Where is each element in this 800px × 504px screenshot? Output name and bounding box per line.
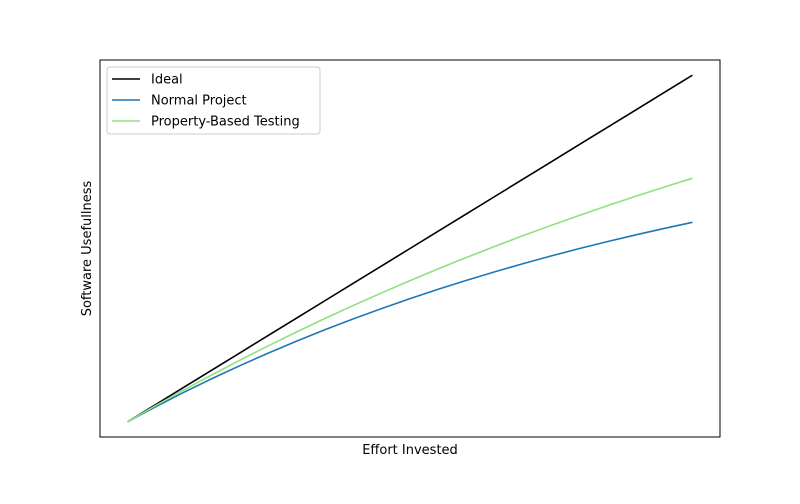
series-line-2 xyxy=(127,177,693,423)
y-axis-label: Software Usefullness xyxy=(80,181,95,317)
series-line-1 xyxy=(127,221,693,423)
legend: Ideal Normal Project Property-Based Testin… xyxy=(106,66,321,135)
plot-frame xyxy=(99,59,721,438)
x-axis-label: Effort Invested xyxy=(362,443,458,458)
plot-lines xyxy=(127,74,693,423)
legend-label-2: Property-Based Testing xyxy=(151,115,300,130)
legend-label-0: Ideal xyxy=(151,73,183,88)
series-line-0 xyxy=(127,74,693,423)
legend-box xyxy=(106,66,321,135)
legend-label-1: Normal Project xyxy=(151,94,247,109)
